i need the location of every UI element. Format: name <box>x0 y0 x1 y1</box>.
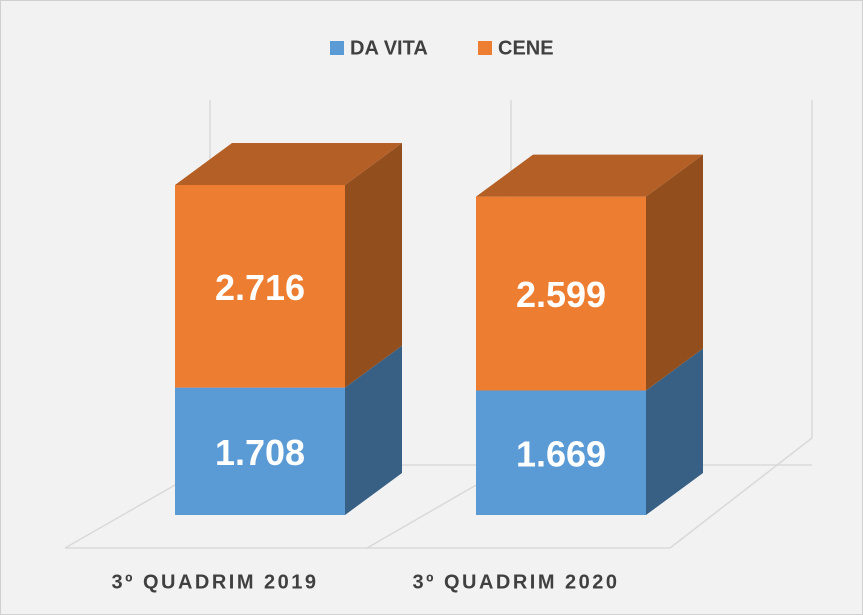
bar-side <box>345 143 402 388</box>
bar <box>175 387 345 515</box>
legend-swatch <box>330 41 344 55</box>
bar <box>175 185 345 388</box>
legend-label: DA VITA <box>350 37 428 59</box>
bar-side <box>646 348 703 515</box>
bar-side <box>646 154 703 391</box>
bar <box>476 196 646 391</box>
bar-top <box>476 154 703 197</box>
x-tick-label: 3º QUADRIM 2020 <box>412 571 619 593</box>
x-tick-label: 3º QUADRIM 2019 <box>111 571 318 593</box>
bar-side <box>345 345 402 515</box>
value-label: 2.599 <box>516 274 606 315</box>
legend-swatch <box>478 41 492 55</box>
bar <box>476 390 646 515</box>
legend-label: CENE <box>498 37 554 59</box>
value-label: 1.708 <box>215 432 305 473</box>
bar-top <box>175 143 402 185</box>
value-label: 1.669 <box>516 433 606 474</box>
value-label: 2.716 <box>215 267 305 308</box>
